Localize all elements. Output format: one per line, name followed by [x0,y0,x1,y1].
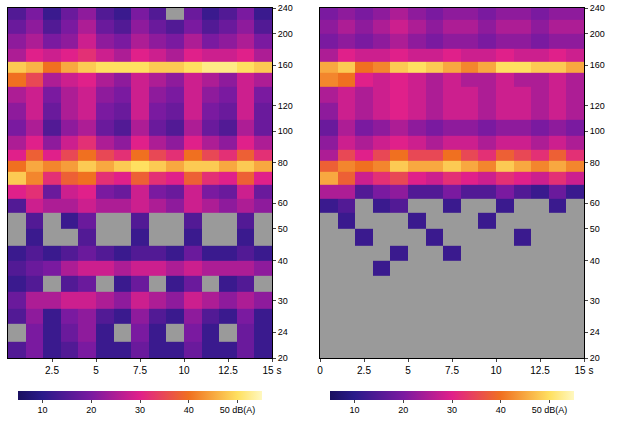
svg-text:5: 5 [405,365,411,376]
svg-text:80: 80 [590,158,600,168]
svg-text:120: 120 [278,101,293,111]
svg-text:10: 10 [349,405,359,415]
svg-text:80: 80 [278,158,288,168]
svg-text:20: 20 [398,405,408,415]
svg-text:15 s: 15 s [575,365,594,376]
svg-text:7.5: 7.5 [133,365,147,376]
svg-text:100: 100 [278,126,293,136]
svg-text:60: 60 [278,198,288,208]
svg-text:40: 40 [496,405,506,415]
svg-text:40: 40 [184,405,194,415]
svg-text:60: 60 [590,198,600,208]
svg-text:30: 30 [447,405,457,415]
svg-text:200: 200 [590,29,605,39]
svg-text:50: 50 [278,224,288,234]
svg-text:15 s: 15 s [263,365,282,376]
svg-text:240: 240 [278,3,293,13]
svg-text:5: 5 [93,365,99,376]
svg-text:30: 30 [590,296,600,306]
svg-text:0: 0 [317,365,323,376]
svg-text:10: 10 [37,405,47,415]
svg-text:120: 120 [590,101,605,111]
svg-text:30: 30 [278,296,288,306]
svg-text:10: 10 [178,365,190,376]
svg-text:50: 50 [590,224,600,234]
svg-text:20: 20 [86,405,96,415]
svg-text:2.5: 2.5 [45,365,59,376]
svg-text:12.5: 12.5 [530,365,550,376]
svg-text:50 dB(A): 50 dB(A) [220,405,256,415]
svg-text:10: 10 [490,365,502,376]
svg-text:12.5: 12.5 [218,365,238,376]
svg-text:20: 20 [278,353,288,363]
svg-text:24: 24 [278,327,288,337]
svg-text:24: 24 [590,327,600,337]
svg-text:50 dB(A): 50 dB(A) [532,405,568,415]
svg-text:160: 160 [590,60,605,70]
svg-text:7.5: 7.5 [445,365,459,376]
svg-text:2.5: 2.5 [357,365,371,376]
svg-text:160: 160 [278,60,293,70]
svg-text:20: 20 [590,353,600,363]
svg-text:40: 40 [590,256,600,266]
svg-text:100: 100 [590,126,605,136]
svg-text:40: 40 [278,256,288,266]
svg-text:200: 200 [278,29,293,39]
svg-text:240: 240 [590,3,605,13]
svg-text:30: 30 [135,405,145,415]
